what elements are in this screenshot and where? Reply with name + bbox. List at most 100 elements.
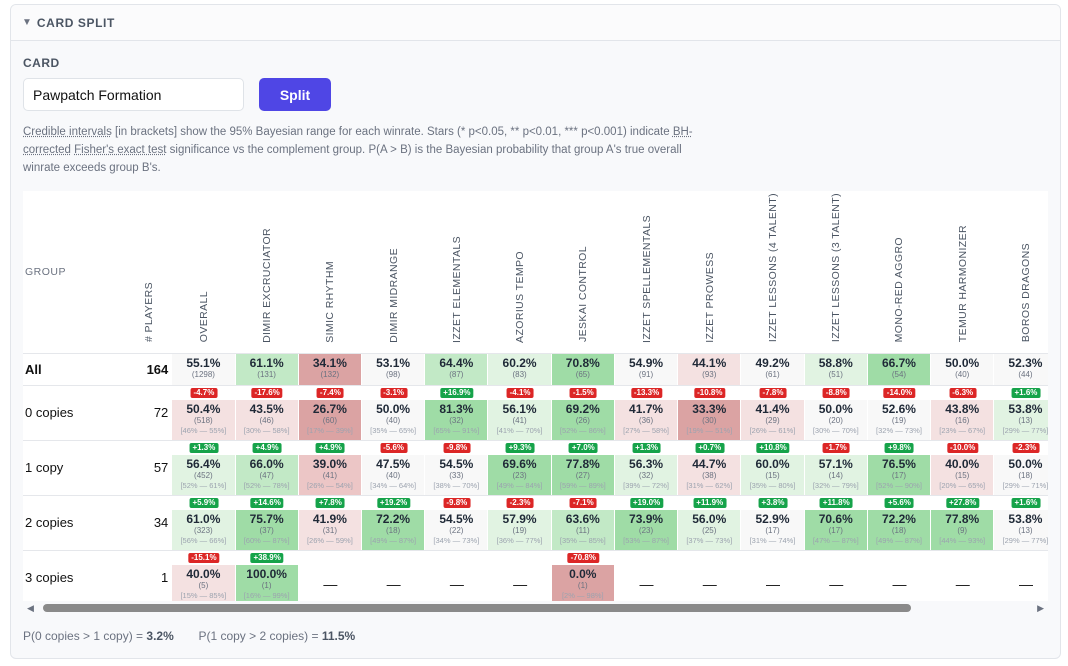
winrate-cell[interactable]: +1.3% 56.4% (452) [52% — 61%] <box>172 439 236 495</box>
winrate-cell[interactable]: — <box>361 549 426 601</box>
winrate-cell[interactable]: 64.4% (87) <box>425 352 489 385</box>
credible-interval: [41% — 70%] <box>496 425 543 435</box>
winrate-cell[interactable]: 60.2% (83) <box>488 352 552 385</box>
bh-corrected-term[interactable]: BH-corrected <box>23 126 693 156</box>
winrate-cell[interactable]: +10.8% 60.0% (15) [35% — 80%] <box>741 439 805 495</box>
winrate-cell[interactable]: +3.8% 52.9% (17) [31% — 74%] <box>741 494 805 550</box>
winrate-cell[interactable]: -13.3% 41.7% (36) [27% — 58%] <box>614 384 679 440</box>
winrate-cell[interactable]: -9.8% 54.5% (22) [34% — 73%] <box>425 494 489 550</box>
winrate-cell[interactable]: -3.1% 50.0% (40) [35% — 65%] <box>361 384 426 440</box>
winrate-cell[interactable]: 34.1% (132) <box>298 352 362 385</box>
winrate-cell[interactable]: -10.8% 33.3% (30) [19% — 51%] <box>678 384 742 440</box>
split-button[interactable]: Split <box>259 78 331 111</box>
archetype-column-header[interactable]: IZZET LESSONS (3 TALENT) <box>805 191 868 353</box>
winrate-percent: 66.7% <box>881 355 916 370</box>
winrate-cell[interactable]: -10.0% 40.0% (15) [20% — 65%] <box>931 439 995 495</box>
winrate-cell[interactable]: -1.5% 69.2% (26) [52% — 86%] <box>551 384 615 440</box>
winrate-cell[interactable]: — <box>804 549 868 601</box>
winrate-cell[interactable]: +14.6% 75.7% (37) [60% — 87%] <box>235 494 299 550</box>
winrate-cell[interactable]: -4.7% 50.4% (518) [46% — 55%] <box>172 384 236 440</box>
winrate-cell[interactable]: +4.9% 39.0% (41) [26% — 54%] <box>298 439 362 495</box>
fishers-test-term[interactable]: Fisher's exact test <box>74 144 167 156</box>
winrate-cell[interactable]: +1.3% 56.3% (32) [39% — 72%] <box>614 439 679 495</box>
collapse-triangle-icon[interactable]: ▼ <box>22 17 32 28</box>
winrate-cell[interactable]: +19.2% 72.2% (18) [49% — 87%] <box>361 494 426 550</box>
winrate-cell[interactable]: +5.6% 72.2% (18) [49% — 87%] <box>867 494 932 550</box>
winrate-cell[interactable]: -4.1% 56.1% (41) [41% — 70%] <box>488 384 552 440</box>
winrate-cell[interactable]: -70.8% 0.0% (1) [2% — 98%] <box>551 549 615 601</box>
winrate-cell[interactable]: -7.8% 41.4% (29) [26% — 61%] <box>741 384 805 440</box>
winrate-cell[interactable]: -6.3% 43.8% (16) [23% — 67%] <box>931 384 995 440</box>
winrate-cell[interactable]: — <box>614 549 679 601</box>
archetype-column-header[interactable]: IZZET PROWESS <box>678 191 741 353</box>
archetype-column-header[interactable]: BOROS DRAGONS <box>994 191 1048 353</box>
winrate-cell[interactable]: — <box>867 549 932 601</box>
winrate-cell[interactable]: 49.2% (61) <box>741 352 805 385</box>
winrate-cell[interactable]: -15.1% 40.0% (5) [15% — 85%] <box>172 549 236 601</box>
winrate-cell[interactable]: +7.8% 41.9% (31) [26% — 59%] <box>298 494 362 550</box>
archetype-column-header[interactable]: DIMIR EXCRUCIATOR <box>236 191 299 353</box>
winrate-cell[interactable]: — <box>488 549 552 601</box>
scroll-right-arrow-icon[interactable]: ▶ <box>1037 603 1044 613</box>
archetype-column-header[interactable]: TEMUR HARMONIZER <box>931 191 994 353</box>
archetype-column-header[interactable]: SIMIC RHYTHM <box>299 191 362 353</box>
archetype-column-header[interactable]: IZZET LESSONS (4 TALENT) <box>741 191 804 353</box>
winrate-cell[interactable]: -17.6% 43.5% (46) [30% — 58%] <box>235 384 299 440</box>
archetype-column-header[interactable]: JESKAI CONTROL <box>552 191 615 353</box>
winrate-cell[interactable]: 52.3% (44) <box>994 352 1048 385</box>
winrate-cell[interactable]: +11.8% 70.6% (17) [47% — 87%] <box>804 494 868 550</box>
winrate-cell[interactable]: — <box>425 549 489 601</box>
winrate-cell[interactable]: 66.7% (54) <box>867 352 932 385</box>
winrate-cell[interactable]: -5.6% 47.5% (40) [34% — 64%] <box>361 439 426 495</box>
winrate-cell[interactable]: — <box>298 549 362 601</box>
card-split-header[interactable]: ▼ CARD SPLIT <box>11 5 1060 41</box>
winrate-cell[interactable]: +9.8% 76.5% (17) [52% — 90%] <box>867 439 932 495</box>
winrate-cell[interactable]: +1.6% 53.8% (13) [29% — 77%] <box>994 384 1048 440</box>
players-column-header[interactable]: # PLAYERS <box>127 191 173 353</box>
winrate-cell[interactable]: -7.1% 63.6% (11) [35% — 85%] <box>551 494 615 550</box>
scroll-left-arrow-icon[interactable]: ◀ <box>27 603 34 613</box>
winrate-cell[interactable]: 58.8% (51) <box>804 352 868 385</box>
winrate-cell[interactable]: 55.1% (1298) <box>172 352 236 385</box>
winrate-cell[interactable]: +38.9% 100.0% (1) [16% — 99%] <box>235 549 299 601</box>
archetype-column-header[interactable]: IZZET ELEMENTALS <box>425 191 488 353</box>
winrate-cell[interactable]: +1.6% 53.8% (13) [29% — 77%] <box>994 494 1048 550</box>
winrate-cell[interactable]: 53.1% (98) <box>361 352 426 385</box>
scrollbar-thumb[interactable] <box>43 604 911 612</box>
winrate-cell[interactable]: — <box>741 549 805 601</box>
winrate-cell[interactable]: -14.0% 52.6% (19) [32% — 73%] <box>867 384 932 440</box>
archetype-column-header[interactable]: AZORIUS TEMPO <box>488 191 551 353</box>
archetype-column-header[interactable]: MONO-RED AGGRO <box>868 191 931 353</box>
winrate-cell[interactable]: +16.9% 81.3% (32) [65% — 91%] <box>425 384 489 440</box>
horizontal-scrollbar[interactable]: ◀ ▶ <box>23 601 1048 615</box>
winrate-cell[interactable]: 44.1% (93) <box>678 352 742 385</box>
archetype-column-header[interactable]: DIMIR MIDRANGE <box>362 191 425 353</box>
winrate-cell[interactable]: -1.7% 57.1% (14) [32% — 79%] <box>804 439 868 495</box>
winrate-cell[interactable]: +4.9% 66.0% (47) [52% — 78%] <box>235 439 299 495</box>
archetype-column-header[interactable]: IZZET SPELLEMENTALS <box>615 191 678 353</box>
archetype-column-header[interactable]: OVERALL <box>172 191 235 353</box>
winrate-cell[interactable]: -7.4% 26.7% (60) [17% — 39%] <box>298 384 362 440</box>
game-count: (31) <box>322 525 337 535</box>
winrate-cell[interactable]: -2.3% 57.9% (19) [36% — 77%] <box>488 494 552 550</box>
winrate-cell[interactable]: -9.8% 54.5% (33) [38% — 70%] <box>425 439 489 495</box>
winrate-cell[interactable]: +0.7% 44.7% (38) [31% — 62%] <box>678 439 742 495</box>
winrate-cell[interactable]: 61.1% (131) <box>235 352 299 385</box>
winrate-cell[interactable]: 54.9% (91) <box>614 352 679 385</box>
winrate-cell[interactable]: +27.8% 77.8% (9) [44% — 93%] <box>931 494 995 550</box>
winrate-cell[interactable]: +19.0% 73.9% (23) [53% — 87%] <box>614 494 679 550</box>
winrate-cell[interactable]: -8.8% 50.0% (20) [30% — 70%] <box>804 384 868 440</box>
winrate-cell[interactable]: — <box>931 549 995 601</box>
winrate-cell[interactable]: +5.9% 61.0% (323) [56% — 66%] <box>172 494 236 550</box>
winrate-cell[interactable]: 70.8% (65) <box>551 352 615 385</box>
card-name-input[interactable] <box>23 78 244 111</box>
winrate-cell[interactable]: +9.3% 69.6% (23) [49% — 84%] <box>488 439 552 495</box>
winrate-cell[interactable]: +11.9% 56.0% (25) [37% — 73%] <box>678 494 742 550</box>
winrate-cell[interactable]: -2.3% 50.0% (18) [29% — 71%] <box>994 439 1048 495</box>
winrate-cell[interactable]: +7.0% 77.8% (27) [59% — 89%] <box>551 439 615 495</box>
winrate-cell[interactable]: 50.0% (40) <box>931 352 995 385</box>
winrate-cell[interactable]: — <box>994 549 1048 601</box>
split-table-scroll-area[interactable]: GROUP # PLAYERS OVERALL DIMIR EXCRUCIATOR SI… <box>23 191 1048 601</box>
winrate-cell[interactable]: — <box>678 549 742 601</box>
credible-intervals-term[interactable]: Credible intervals <box>23 126 112 138</box>
